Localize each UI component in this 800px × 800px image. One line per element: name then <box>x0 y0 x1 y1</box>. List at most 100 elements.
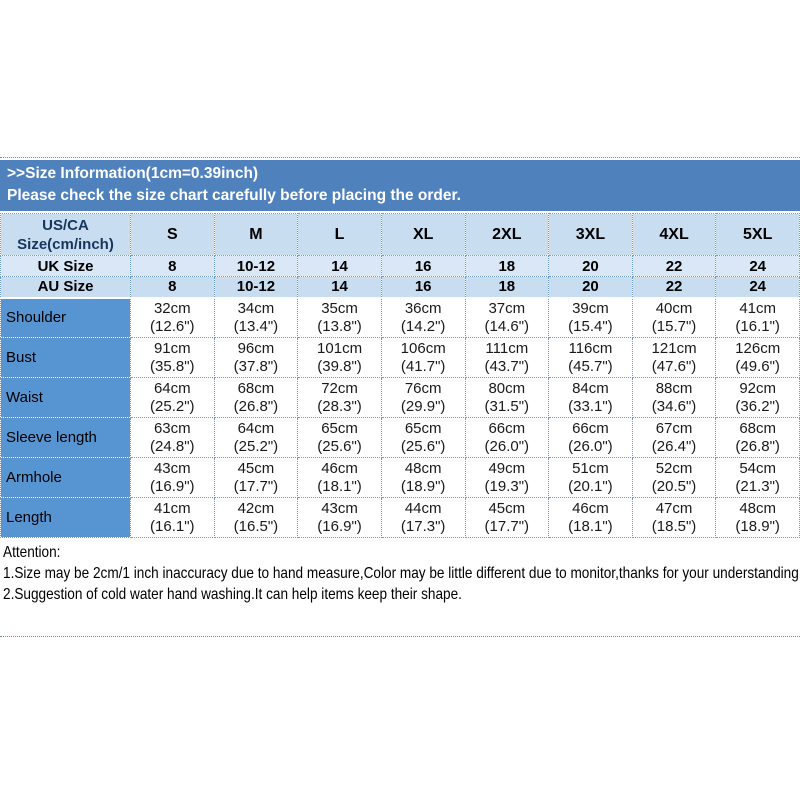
measurement-label: Length <box>0 497 131 538</box>
au-size-label: AU Size <box>0 276 131 298</box>
measurement-cell: 37cm (14.6") <box>464 296 550 338</box>
measurement-cm-value: 41cm <box>739 299 777 317</box>
measurement-cm-value: 96cm <box>237 339 275 357</box>
measurement-inch-value: (15.4") <box>568 317 613 335</box>
au-size-cell: 8 <box>130 276 215 298</box>
size-chart-table: US/CA Size(cm/inch) S M L XL 2XL 3XL 4XL 5XL UK… <box>0 213 800 538</box>
measurement-inch-value: (15.7") <box>651 317 697 335</box>
measurement-cm-value: 66cm <box>488 419 526 437</box>
measurement-label: Armhole <box>0 457 131 498</box>
measurement-cm-value: 43cm <box>153 459 191 477</box>
measurement-cm-value: 65cm <box>321 419 358 437</box>
measurement-cm-value: 35cm <box>321 299 358 317</box>
uk-size-row: UK Size 8 10-12 14 16 18 20 22 24 <box>0 255 800 277</box>
measurement-cell: 39cm (15.4") <box>548 296 633 338</box>
measurement-inch-value: (29.9") <box>400 397 446 415</box>
measurement-inch-value: (25.6") <box>317 437 362 455</box>
measurement-cell: 76cm (29.9") <box>380 377 466 418</box>
measurement-row: Armhole 43cm (16.9") 45cm (17.7") 46cm (18.1")… <box>0 457 800 498</box>
measurement-inch-value: (16.9") <box>150 477 195 495</box>
au-size-cell: 10-12 <box>213 276 299 298</box>
measurement-cm-value: 42cm <box>237 499 275 517</box>
measurement-inch-value: (12.6") <box>150 317 195 335</box>
measurement-inch-value: (37.8") <box>233 357 279 375</box>
measurement-cm-value: 46cm <box>572 499 609 517</box>
attention-line1: 1.Size may be 2cm/1 inch inaccuracy due … <box>3 565 800 582</box>
measurement-cell: 111cm (43.7") <box>464 337 550 378</box>
measurement-inch-value: (18.1") <box>317 477 362 495</box>
measurement-inch-value: (25.6") <box>400 437 446 455</box>
measurement-cm-value: 72cm <box>321 379 358 397</box>
measurement-inch-value: (47.6") <box>651 357 697 375</box>
measurement-inch-value: (49.6") <box>735 357 780 375</box>
measurement-cm-value: 64cm <box>153 379 191 397</box>
measurement-inch-value: (16.1") <box>735 317 780 335</box>
measurement-inch-value: (26.4") <box>651 437 697 455</box>
measurement-cell: 46cm (18.1") <box>548 497 633 538</box>
measurement-row: Sleeve length 63cm (24.8") 64cm (25.2") 65cm(… <box>0 417 800 458</box>
banner-subtitle: Please check the size chart carefully be… <box>7 187 461 204</box>
measurement-cm-value: 65cm <box>404 419 442 437</box>
measurement-cell: 101cm (39.8") <box>297 337 382 378</box>
measurement-cm-value: 106cm <box>400 339 446 357</box>
measurement-cm-value: 76cm <box>404 379 442 397</box>
measurement-cell: 52cm (20.5") <box>631 457 717 498</box>
measurement-inch-value: (45.7") <box>568 357 613 375</box>
measurement-cell: 51cm (20.1") <box>548 457 633 498</box>
measurement-inch-value: (41.7") <box>400 357 446 375</box>
measurement-inch-value: (39.8") <box>317 357 362 375</box>
measurement-cm-value: 101cm <box>317 339 363 357</box>
measurement-inch-value: (36.2") <box>735 397 780 415</box>
bottom-separator-line <box>0 636 800 637</box>
measurement-cell: 43cm (16.9") <box>130 457 215 498</box>
measurement-cell: 68cm (26.8") <box>213 377 299 418</box>
measurement-inch-value: (34.6") <box>651 397 697 415</box>
measurement-cell: 41cm (16.1") <box>130 497 215 538</box>
measurement-inch-value: (17.7") <box>484 517 530 535</box>
measurement-cm-value: 45cm <box>237 459 275 477</box>
au-size-cell: 20 <box>548 276 633 298</box>
measurement-cm-value: 39cm <box>572 299 609 317</box>
measurement-cell: 42cm (16.5") <box>213 497 299 538</box>
measurement-cell: 49cm (19.3") <box>464 457 550 498</box>
measurement-cm-value: 121cm <box>651 339 697 357</box>
measurement-inch-value: (13.4") <box>233 317 279 335</box>
measurement-inch-value: (33.1") <box>568 397 613 415</box>
measurement-cell: 46cm (18.1") <box>297 457 382 498</box>
measurement-cell: 68cm (26.8") <box>715 417 800 458</box>
measurement-cm-value: 37cm <box>488 299 526 317</box>
measurement-cell: 67cm (26.4") <box>631 417 717 458</box>
measurement-cm-value: 46cm <box>321 459 358 477</box>
au-size-cell: 22 <box>631 276 717 298</box>
measurement-cell: 48cm (18.9") <box>715 497 800 538</box>
uk-size-cell: 16 <box>380 255 466 277</box>
measurement-cell: 47cm (18.5") <box>631 497 717 538</box>
measurement-cm-value: 44cm <box>404 499 442 517</box>
measurement-cell: 116cm (45.7") <box>548 337 633 378</box>
measurement-inch-value: (18.9") <box>400 477 446 495</box>
au-size-cell: 24 <box>715 276 800 298</box>
measurement-cell: 106cm (41.7") <box>380 337 466 378</box>
uk-size-cell: 8 <box>130 255 215 277</box>
measurement-inch-value: (14.6") <box>484 317 530 335</box>
measurement-cm-value: 43cm <box>321 499 358 517</box>
measurement-inch-value: (17.3") <box>400 517 446 535</box>
measurement-cm-value: 67cm <box>655 419 693 437</box>
measurement-cell: 48cm (18.9") <box>380 457 466 498</box>
measurement-cm-value: 66cm <box>572 419 609 437</box>
measurement-cell: 72cm (28.3") <box>297 377 382 418</box>
measurement-cm-value: 34cm <box>237 299 275 317</box>
measurement-cell: 80cm (31.5") <box>464 377 550 418</box>
measurement-cm-value: 47cm <box>655 499 693 517</box>
measurement-cell: 88cm (34.6") <box>631 377 717 418</box>
uk-size-cell: 18 <box>464 255 550 277</box>
measurement-inch-value: (35.8") <box>150 357 195 375</box>
measurement-cm-value: 41cm <box>153 499 191 517</box>
measurement-inch-value: (25.2") <box>150 397 195 415</box>
measurement-cell: 41cm (16.1") <box>715 296 800 338</box>
measurement-inch-value: (18.5") <box>651 517 697 535</box>
measurement-cell: 34cm (13.4") <box>213 296 299 338</box>
measurement-cell: 65cm (25.6") <box>380 417 466 458</box>
top-separator-line <box>0 157 800 158</box>
measurement-cell: 92cm (36.2") <box>715 377 800 418</box>
